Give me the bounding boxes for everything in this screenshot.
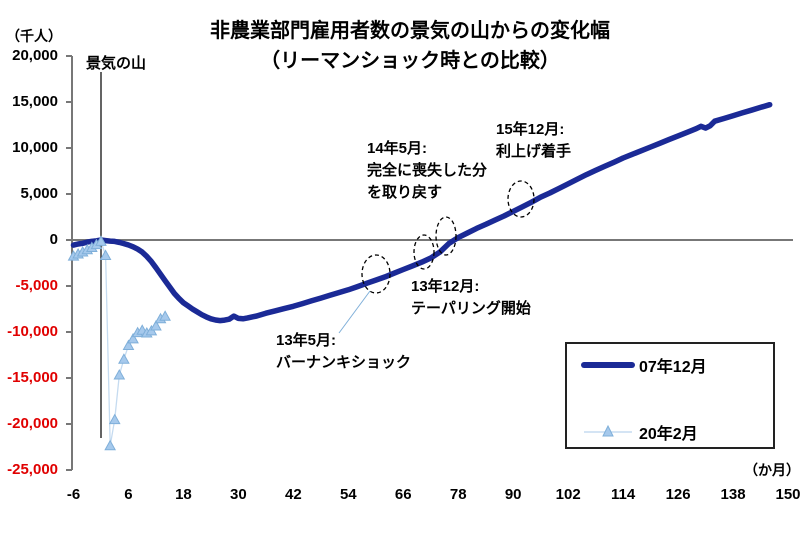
callout-line: 15年12月:: [496, 121, 565, 138]
callout-hike: 15年12月: 利上げ着手: [496, 119, 571, 163]
callout-circle: [507, 180, 535, 218]
y-tick-label: 15,000: [12, 93, 58, 110]
callout-bernanke: 13年5月: バーナンキショック: [276, 330, 411, 374]
x-tick-label: 66: [394, 486, 412, 503]
series-line-0712: [70, 101, 773, 324]
triangle-marker: [104, 439, 117, 451]
x-axis-unit-label: （か月）: [744, 462, 800, 478]
callout-line: 利上げ着手: [496, 143, 572, 160]
callout-recover: 14年5月: 完全に喪失した分 を取り戻す: [367, 138, 487, 204]
x-tick-label: 30: [230, 486, 247, 503]
callout-line: テーパリング開始: [411, 300, 531, 317]
x-tick-label: 150: [775, 486, 800, 503]
y-tick-label: -20,000: [7, 415, 58, 432]
triangle-marker: [159, 310, 171, 321]
y-tick-label: 10,000: [12, 139, 58, 156]
callout-line: 13年12月:: [411, 278, 480, 295]
x-tick-label: 78: [449, 486, 467, 503]
legend-label: 20年2月: [639, 426, 698, 443]
y-axis-unit-label: （千人）: [6, 28, 62, 44]
x-tick-label: 42: [285, 486, 302, 503]
callout-leader-line: [338, 290, 371, 334]
y-tick-label: 20,000: [12, 47, 58, 64]
x-tick-label: 126: [665, 486, 691, 503]
x-tick-label: 18: [175, 486, 192, 503]
y-tick-label: -10,000: [7, 323, 58, 340]
triangle-marker: [95, 235, 107, 246]
x-tick-label: 114: [611, 486, 636, 503]
callout-taper: 13年12月: テーパリング開始: [411, 276, 531, 320]
legend-triangle-swatch: [584, 424, 632, 437]
legend-label: 07年12月: [639, 359, 707, 376]
triangle-marker: [150, 319, 162, 331]
callout-circle: [413, 234, 435, 270]
legend-thick-line-swatch: [581, 362, 635, 368]
callout-line: を取り戻す: [367, 184, 443, 201]
triangle-marker: [108, 413, 121, 425]
callout-line: 14年5月:: [367, 140, 428, 157]
x-tick-label: 138: [720, 486, 746, 503]
triangle-marker: [122, 339, 135, 351]
chart-title-line1: 非農業部門雇用者数の景気の山からの変化幅: [210, 20, 610, 42]
y-tick-label: -15,000: [7, 369, 58, 386]
triangle-marker: [113, 369, 126, 380]
callout-line: バーナンキショック: [276, 354, 412, 371]
triangle-marker: [99, 249, 112, 260]
peak-annotation-label: 景気の山: [86, 55, 147, 72]
x-tick-label: 90: [504, 486, 522, 503]
y-tick-label: -5,000: [15, 277, 58, 294]
x-tick-label: 6: [124, 486, 133, 503]
x-tick-label: 54: [339, 486, 357, 503]
legend: 07年12月 20年2月: [565, 342, 775, 449]
callout-circle: [361, 254, 391, 294]
triangle-marker: [127, 332, 139, 344]
y-tick-label: 5,000: [20, 185, 58, 202]
triangle-marker: [118, 353, 130, 364]
callout-line: 13年5月:: [276, 332, 337, 349]
legend-item: 07年12月: [581, 353, 707, 377]
y-tick-label: 0: [49, 231, 58, 248]
chart-title-line2: （リーマンショック時との比較）: [260, 50, 560, 72]
legend-item: 20年2月: [581, 420, 698, 444]
callout-circle: [435, 216, 457, 256]
series-line-2002: [73, 240, 166, 446]
callout-line: 完全に喪失した分: [367, 162, 488, 179]
x-tick-label: 102: [555, 486, 581, 503]
y-tick-label: -25,000: [7, 461, 58, 478]
chart-title: 非農業部門雇用者数の景気の山からの変化幅 （リーマンショック時との比較）: [90, 16, 730, 76]
x-tick-label: -6: [66, 486, 81, 503]
